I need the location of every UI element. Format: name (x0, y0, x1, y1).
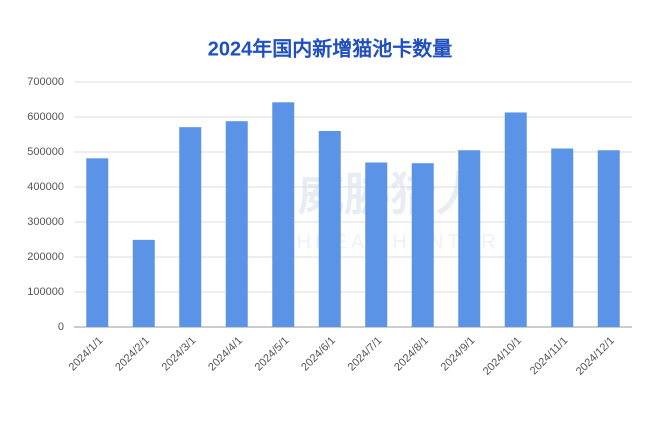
y-tick-label: 0 (58, 321, 64, 333)
y-tick-label: 600000 (27, 111, 64, 123)
chart-title: 2024年国内新增猫池卡数量 (208, 36, 453, 60)
bar (132, 239, 155, 327)
bar (86, 158, 109, 327)
x-tick-label: 2024/9/1 (439, 335, 478, 374)
bar (411, 163, 434, 327)
x-tick-label: 2024/12/1 (574, 335, 617, 378)
x-tick-label: 2024/5/1 (253, 335, 292, 374)
y-tick-label: 200000 (27, 251, 64, 263)
bar (179, 127, 202, 328)
bar (458, 150, 481, 327)
x-tick-label: 2024/6/1 (299, 335, 338, 374)
x-tick-label: 2024/1/1 (67, 335, 106, 374)
bar (597, 150, 620, 327)
x-tick-label: 2024/10/1 (481, 335, 524, 378)
x-tick-label: 2024/7/1 (346, 335, 385, 374)
x-tick-label: 2024/4/1 (206, 335, 245, 374)
x-tick-label: 2024/8/1 (392, 335, 431, 374)
bar (551, 148, 574, 327)
y-tick-label: 500000 (27, 146, 64, 158)
y-tick-label: 400000 (27, 181, 64, 193)
bar (225, 121, 248, 327)
bar (272, 102, 295, 327)
y-tick-label: 700000 (27, 76, 64, 88)
y-tick-label: 300000 (27, 216, 64, 228)
x-tick-label: 2024/11/1 (528, 335, 571, 378)
y-tick-label: 100000 (27, 286, 64, 298)
bar (365, 162, 388, 327)
x-tick-label: 2024/3/1 (160, 335, 199, 374)
bar (318, 131, 341, 327)
bar (504, 112, 527, 327)
x-tick-label: 2024/2/1 (113, 335, 152, 374)
